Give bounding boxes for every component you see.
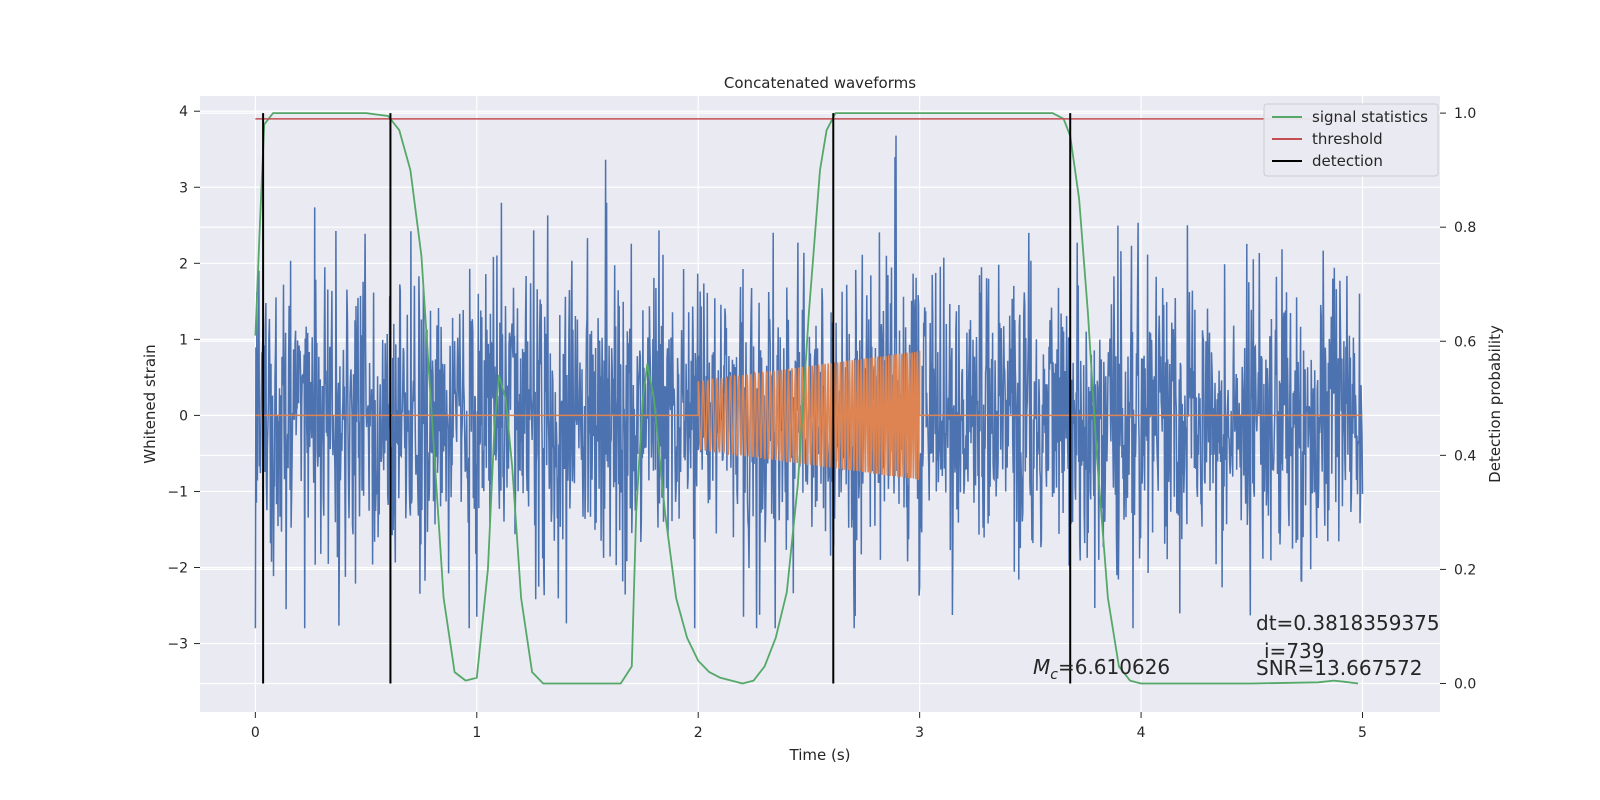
y-right-tick-label: 0.8 <box>1454 220 1476 236</box>
legend-label-detection: detection <box>1312 152 1383 170</box>
y-tick-label: −1 <box>167 484 188 500</box>
y-tick-label: 1 <box>179 332 188 348</box>
y-right-tick-label: 0.0 <box>1454 676 1476 692</box>
strain-noise-line <box>254 135 1364 629</box>
annotation-i: i=739 <box>1264 639 1325 663</box>
annotation-dt: dt=0.3818359375 <box>1256 611 1440 635</box>
annotation-snr: SNR=13.667572 <box>1256 656 1422 680</box>
y-right-tick-label: 0.6 <box>1454 334 1476 350</box>
y-tick-label: −2 <box>167 561 188 577</box>
x-tick-label: 5 <box>1358 725 1367 741</box>
x-tick-label: 1 <box>472 725 481 741</box>
x-axis-label: Time (s) <box>789 746 851 764</box>
svg-text:Mc=6.610626: Mc=6.610626 <box>1033 655 1170 683</box>
signal-statistics-line <box>254 112 1359 685</box>
bottom-axis-ticks: 0 1 2 3 4 5 <box>251 712 1367 741</box>
y-axis-label-right: Detection probability <box>1486 325 1504 483</box>
x-tick-label: 2 <box>694 725 703 741</box>
injected-waveform-line <box>255 350 1363 480</box>
y-tick-label: −3 <box>167 637 188 653</box>
annotation-mc-value: =6.610626 <box>1058 655 1170 679</box>
annotation-mc-subscript: c <box>1050 667 1058 683</box>
left-axis-ticks: −3 −2 −1 0 1 2 3 4 <box>167 104 200 653</box>
x-tick-label: 4 <box>1137 725 1146 741</box>
legend: signal statistics threshold detection <box>1263 103 1439 177</box>
right-axis-ticks: 0.0 0.2 0.4 0.6 0.8 1.0 <box>1440 106 1476 692</box>
y-right-tick-label: 0.4 <box>1454 448 1476 464</box>
annotation-mc: Mc=6.610626 <box>1033 655 1170 683</box>
legend-label-threshold: threshold <box>1312 130 1383 148</box>
y-axis-label: Whitened strain <box>141 344 159 463</box>
y-tick-label: 4 <box>179 104 188 120</box>
x-tick-label: 3 <box>915 725 924 741</box>
detection-lines <box>262 113 1072 684</box>
y-tick-label: 0 <box>179 408 188 424</box>
y-tick-label: 2 <box>179 256 188 272</box>
annotation-mc-symbol: M <box>1033 655 1050 679</box>
chart-title: Concatenated waveforms <box>724 74 916 92</box>
series-layer <box>254 112 1364 685</box>
y-right-tick-label: 0.2 <box>1454 562 1476 578</box>
x-tick-label: 0 <box>251 725 260 741</box>
legend-box <box>1263 103 1439 177</box>
legend-label-signal: signal statistics <box>1312 108 1428 126</box>
y-tick-label: 3 <box>179 180 188 196</box>
y-right-tick-label: 1.0 <box>1454 106 1476 122</box>
